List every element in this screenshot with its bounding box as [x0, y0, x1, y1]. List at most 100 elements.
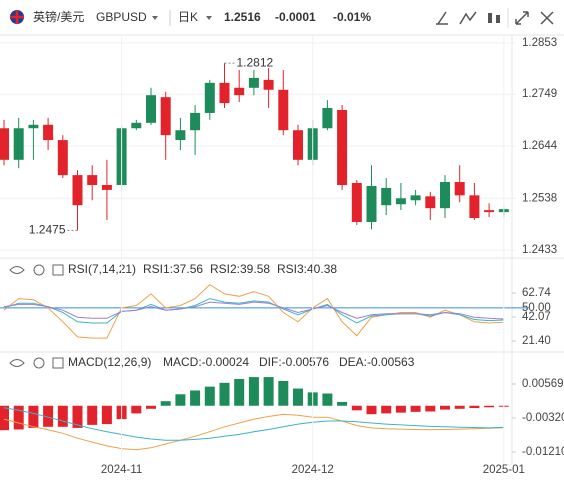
price: 1.2516	[224, 10, 261, 24]
macd-bar	[366, 405, 377, 415]
macd-bar	[322, 393, 333, 406]
legend-entry: MACD:-0.00024	[163, 355, 249, 369]
candle-body	[248, 77, 259, 88]
candle-body	[366, 185, 377, 222]
y-tick-label: 1.2433	[522, 244, 557, 256]
dropdown-arrow[interactable]	[206, 16, 212, 20]
y-tick-label: -0.01210	[522, 446, 564, 458]
close-icon[interactable]	[540, 11, 554, 25]
panel-icons	[9, 264, 64, 369]
candle-body	[160, 97, 171, 136]
candle-body	[484, 210, 495, 213]
candle-body	[28, 124, 39, 129]
change: -0.0001	[275, 10, 316, 24]
eye-icon[interactable]	[9, 266, 25, 274]
candle-body	[13, 128, 24, 160]
x-tick-label: 2024-11	[101, 464, 142, 476]
dropdown-arrow[interactable]	[152, 16, 158, 20]
y-tick-label: 62.74	[522, 287, 551, 299]
x-tick-label: 2025-01	[483, 464, 525, 476]
y-tick-label: -0.00320	[522, 412, 564, 424]
indicator-line	[3, 301, 504, 320]
candle-icon[interactable]	[488, 13, 492, 23]
y-tick-label: 1.2749	[522, 88, 557, 100]
macd-bar	[484, 405, 495, 408]
candle-body	[131, 122, 142, 129]
y-tick-label: 50.00	[522, 302, 551, 314]
header: 英镑/美元 GBPUSD 日K 1.2516 -0.0001 -0.01%	[0, 8, 564, 36]
candle-body	[57, 140, 68, 176]
candle-body	[454, 182, 465, 196]
symbol[interactable]: GBPUSD	[96, 10, 147, 24]
indicator-line	[3, 413, 504, 451]
candle-body	[219, 82, 230, 104]
eye-icon[interactable]	[9, 359, 25, 367]
macd-bar	[57, 405, 68, 427]
macd-bar	[248, 377, 259, 406]
macd-bar	[278, 380, 289, 406]
candle-body	[278, 89, 289, 131]
change-pct: -0.01%	[333, 10, 371, 24]
high-label: 1.2812	[237, 55, 274, 69]
y-tick-label: 1.2644	[522, 140, 558, 152]
macd-bar	[234, 378, 245, 406]
x-tick-label: 2024-12	[292, 464, 334, 476]
box-icon[interactable]	[52, 357, 64, 369]
indicator-label: MACD(12,26,9)	[68, 355, 151, 369]
fullscreen-icon[interactable]	[515, 11, 529, 25]
candle-body	[146, 95, 156, 123]
candle-body	[381, 187, 392, 206]
legend-entry: RSI2:39.58	[210, 262, 270, 276]
y-tick-label: 1.2853	[522, 37, 557, 49]
gear-icon[interactable]	[33, 357, 45, 369]
y-tick-label: 42.07	[522, 311, 551, 323]
low-label: 1.2475	[29, 223, 66, 237]
macd-bar	[425, 405, 436, 412]
candle-body	[263, 79, 274, 90]
candle-body	[395, 198, 406, 205]
macd-bar	[28, 405, 39, 428]
candle-icon[interactable]	[496, 15, 500, 23]
macd-bar	[410, 405, 421, 412]
candle-body	[337, 109, 348, 185]
macd-bar	[293, 388, 303, 406]
candle-body	[234, 87, 245, 96]
macd-bar	[469, 405, 480, 409]
candle-body	[440, 182, 450, 209]
y-tick-label: 0.00569	[522, 378, 564, 390]
indicator-icon[interactable]	[459, 11, 477, 25]
candle-body	[410, 195, 421, 201]
macd-bar	[381, 405, 392, 414]
flag-cross	[10, 10, 24, 24]
macd-bar	[337, 401, 348, 406]
pair-name[interactable]: 英镑/美元	[33, 9, 84, 24]
legend-entry: DEA:-0.00563	[339, 355, 415, 369]
candle-body	[175, 130, 186, 141]
legend-entry: DIF:-0.00576	[259, 355, 329, 369]
macd-bar	[43, 405, 54, 427]
candle-body	[87, 175, 98, 185]
macd-bar	[351, 405, 362, 411]
macd-bar	[72, 405, 83, 428]
candle-body	[351, 183, 362, 222]
macd-bar	[101, 405, 112, 425]
macd-bar	[13, 405, 24, 430]
macd-bar	[454, 405, 465, 409]
macd-bar	[87, 405, 98, 425]
candle-body	[190, 112, 201, 131]
candle-body	[425, 196, 436, 209]
candle-body	[0, 128, 9, 160]
macd-bar	[395, 405, 406, 413]
box-icon[interactable]	[52, 264, 64, 276]
draw-tool-icon[interactable]	[436, 11, 448, 25]
macd-bar	[219, 382, 230, 406]
candle-body	[43, 124, 54, 141]
macd-bar	[0, 405, 9, 431]
macd-bar	[204, 386, 215, 406]
period[interactable]: 日K	[178, 10, 198, 24]
gear-icon[interactable]	[33, 264, 45, 276]
candle-body	[101, 184, 112, 190]
candle-body	[293, 130, 303, 160]
